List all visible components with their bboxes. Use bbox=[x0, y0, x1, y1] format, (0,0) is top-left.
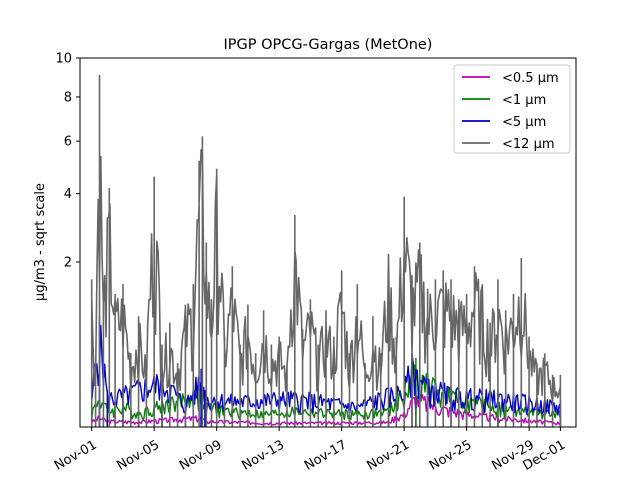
y-tick-label: 6 bbox=[64, 135, 72, 150]
legend-box bbox=[453, 64, 571, 154]
y-tick-label: 2 bbox=[64, 255, 72, 270]
legend: <0.5 µm <1 µm <5 µm <12 µm bbox=[453, 64, 571, 154]
chart-title: IPGP OPCG-Gargas (MetOne) bbox=[224, 37, 433, 53]
plot-frame bbox=[79, 57, 577, 428]
y-tick-label: 8 bbox=[64, 90, 72, 105]
legend-label: <0.5 µm bbox=[502, 71, 559, 86]
y-tick-label: 4 bbox=[64, 187, 72, 202]
series-layer bbox=[90, 75, 562, 427]
y-tick-label: 10 bbox=[55, 52, 72, 67]
legend-label: <12 µm bbox=[502, 137, 555, 152]
y-axis-label: µg/m3 - sqrt scale bbox=[33, 183, 48, 301]
series-line-3 bbox=[90, 75, 562, 427]
legend-label: <5 µm bbox=[502, 115, 546, 130]
legend-label: <1 µm bbox=[502, 93, 546, 108]
